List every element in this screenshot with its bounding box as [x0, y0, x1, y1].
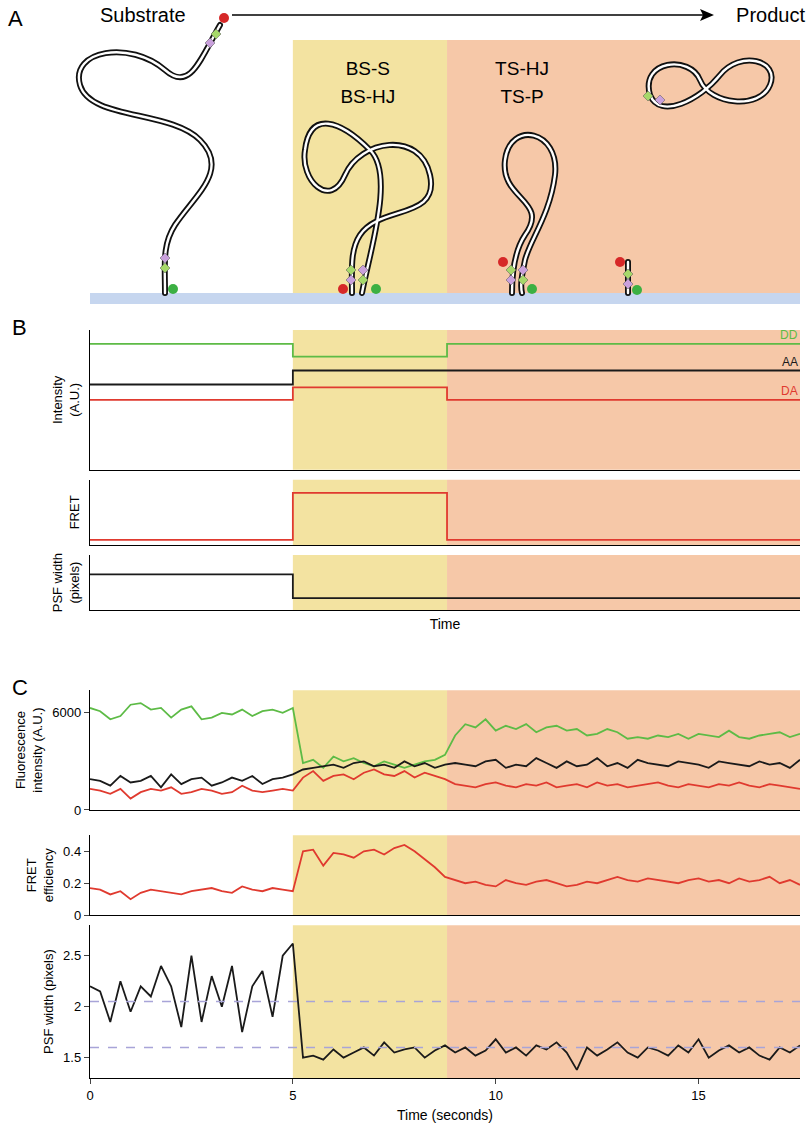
svg-text:DD: DD [780, 328, 798, 342]
svg-text:0: 0 [86, 1088, 93, 1103]
svg-text:DA: DA [781, 384, 798, 398]
svg-text:2: 2 [74, 999, 81, 1014]
svg-text:B: B [12, 315, 27, 340]
svg-text:1.5: 1.5 [63, 1050, 81, 1065]
svg-text:0: 0 [74, 908, 81, 923]
svg-text:C: C [12, 675, 28, 700]
svg-text:Fluorescenceintensity (A.U.): Fluorescenceintensity (A.U.) [13, 707, 45, 792]
svg-text:Product: Product [736, 4, 805, 26]
svg-text:A: A [8, 6, 23, 31]
svg-text:2.5: 2.5 [63, 948, 81, 963]
svg-text:Time: Time [430, 616, 461, 632]
svg-text:FRETefficiency: FRETefficiency [24, 848, 56, 902]
svg-text:0.4: 0.4 [63, 844, 81, 859]
svg-text:BS-S: BS-S [346, 58, 390, 79]
svg-text:Intensity(A.U.): Intensity(A.U.) [50, 375, 82, 424]
svg-text:PSF width (pixels): PSF width (pixels) [41, 949, 56, 1054]
svg-text:Substrate: Substrate [100, 4, 186, 26]
svg-text:15: 15 [691, 1088, 705, 1103]
svg-text:10: 10 [488, 1088, 502, 1103]
svg-text:PSF width(pixels): PSF width(pixels) [50, 553, 82, 612]
svg-text:Time (seconds): Time (seconds) [397, 1107, 493, 1123]
svg-text:FRET: FRET [67, 495, 82, 529]
svg-text:TS-HJ: TS-HJ [495, 58, 549, 79]
svg-text:0.2: 0.2 [63, 876, 81, 891]
svg-text:5: 5 [289, 1088, 296, 1103]
svg-text:TS-P: TS-P [500, 86, 543, 107]
svg-text:BS-HJ: BS-HJ [340, 86, 395, 107]
svg-text:6000: 6000 [52, 705, 81, 720]
svg-text:0: 0 [74, 803, 81, 818]
svg-text:AA: AA [782, 355, 798, 369]
